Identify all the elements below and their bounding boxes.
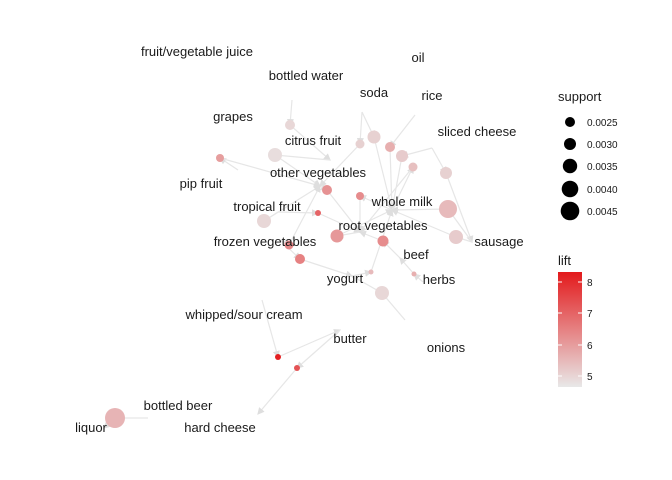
rule-node [295,254,305,264]
rule-node [315,210,321,216]
item-label-sausage: sausage [474,234,523,249]
lift-legend: lift 8 7 6 5 [558,253,593,387]
support-legend-dot-0030 [564,138,576,150]
item-label-whole-milk: whole milk [371,194,433,209]
item-label-root-vegetables: root vegetables [339,218,428,233]
item-label-liquor: liquor [75,420,107,435]
rule-edge [277,329,342,358]
rule-node [408,162,418,172]
item-label-frozen-vegetables: frozen vegetables [214,234,317,249]
rule-edge [391,165,414,211]
item-label-rice: rice [422,88,443,103]
item-label-beef: beef [403,247,429,262]
rule-edge [388,146,396,212]
support-legend-label-0035: 0.0035 [587,162,618,173]
rule-node [385,142,395,152]
rule-edge [263,185,322,222]
item-label-hard-cheese: hard cheese [184,420,256,435]
rule-node [375,286,389,300]
rule-node [368,269,374,275]
rule-node [396,150,408,162]
item-label-onions: onions [427,340,466,355]
rule-node [257,214,271,228]
item-label-fruit-vegetable-juice: fruit/vegetable juice [141,44,253,59]
rule-edge [445,172,474,244]
support-legend-title: support [558,89,602,104]
rule-edge [358,195,393,211]
lift-tick-label-5: 5 [587,372,593,383]
lift-tick-label-8: 8 [587,278,593,289]
item-label-oil: oil [411,50,424,65]
item-labels: fruit/vegetable juice oil bottled water sod… [75,44,523,435]
rule-edge [274,154,321,187]
rule-edge [351,269,373,277]
item-label-bottled-water: bottled water [269,68,344,83]
rule-edge [390,206,449,214]
rule-edge [389,155,403,212]
lift-tick-label-7: 7 [587,309,593,320]
support-legend-dot-0025 [565,117,575,127]
rule-nodes [105,120,463,428]
rule-node [285,120,295,130]
item-label-butter: butter [333,331,367,346]
support-legend: support 0.0025 0.0030 0.0035 0.0040 0.00… [558,89,618,221]
rule-edge [356,111,364,146]
support-legend-label-0025: 0.0025 [587,118,618,129]
rule-node [275,354,281,360]
lift-colorbar [558,272,582,387]
rule-node [367,130,381,144]
rule-edge [399,257,415,275]
support-legend-label-0045: 0.0045 [587,207,618,218]
rule-node [411,271,417,277]
rule-edge [289,124,331,161]
support-legend-label-0030: 0.0030 [587,140,618,151]
item-label-soda: soda [360,85,389,100]
support-legend-dot-0040 [561,180,579,198]
item-label-tropical-fruit: tropical fruit [233,199,301,214]
rule-edge [219,157,322,188]
rule-node [330,229,344,243]
rule-edge [288,184,321,246]
rule-edge [390,209,457,238]
rule-node [356,192,364,200]
item-label-bottled-beer: bottled beer [144,398,213,413]
rule-edge [326,189,361,233]
rule-edge [277,209,320,217]
item-label-sliced-cheese: sliced cheese [438,124,517,139]
lift-tick-label-6: 6 [587,341,593,352]
support-legend-dot-0045 [560,201,580,221]
rule-node [268,148,282,162]
item-label-other-vegetables: other vegetables [270,165,367,180]
item-label-whipped-sour-cream: whipped/sour cream [184,307,302,322]
rule-node [355,139,365,149]
support-legend-dot-0035 [562,158,578,174]
rule-node [439,200,457,218]
item-label-citrus-fruit: citrus fruit [285,133,342,148]
item-label-pip-fruit: pip fruit [180,176,223,191]
rule-edge [273,151,331,161]
rule-edge [299,258,354,278]
rule-edge [373,136,395,212]
rule-edge [319,143,361,187]
edges [103,99,474,429]
rule-edge [261,299,280,359]
rule-node [322,185,332,195]
rule-edge [389,114,416,148]
item-label-yogurt: yogurt [327,271,364,286]
rule-node [284,240,294,250]
rule-node [216,154,224,162]
rule-edge [257,367,298,415]
rule-node [440,167,452,179]
lift-legend-title: lift [558,253,571,268]
item-label-herbs: herbs [423,272,456,287]
rule-node [294,365,300,371]
rule-node [377,235,389,247]
rule-edge [336,209,394,237]
rule-node [105,408,125,428]
rule-edge [296,329,341,369]
item-label-grapes: grapes [213,109,253,124]
support-legend-label-0040: 0.0040 [587,185,618,196]
rule-node [449,230,463,244]
